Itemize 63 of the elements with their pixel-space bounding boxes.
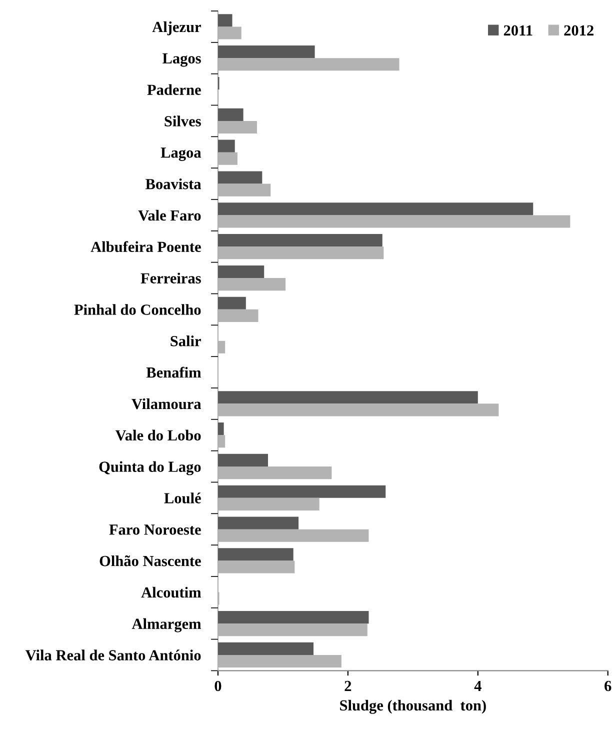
x-tick-label: 2: [344, 680, 352, 692]
y-tick-label: Albufeira Poente: [90, 241, 201, 252]
y-tick-label: Pinhal do Concelho: [74, 304, 201, 315]
bar: [218, 422, 224, 436]
y-tick-label: Lagos: [162, 53, 201, 67]
bar: [218, 265, 264, 278]
y-tick-label: Paderne: [147, 84, 201, 95]
y-tick-label: Loulé: [164, 492, 201, 504]
bar: [218, 309, 258, 322]
bar: [218, 454, 268, 466]
bar: [218, 624, 368, 636]
bar: [218, 404, 499, 416]
bar: [218, 215, 570, 228]
bar: [218, 202, 534, 216]
y-tick-label: Ferreiras: [140, 272, 201, 284]
x-tick-label: 6: [604, 680, 612, 692]
bar: [218, 466, 332, 480]
bar: [218, 654, 342, 668]
x-axis-title: Sludge (thousand ton): [340, 700, 486, 714]
bar: [218, 184, 271, 196]
bar: [218, 120, 257, 134]
legend-label: 2012: [564, 25, 594, 36]
bar: [218, 296, 246, 310]
bar: [218, 234, 382, 247]
y-tick-label: Benafim: [146, 366, 202, 378]
bar: [218, 391, 478, 404]
bar: [218, 171, 262, 184]
bar: [218, 529, 369, 542]
y-tick-label: Faro Noroeste: [109, 524, 201, 535]
bar: [218, 26, 242, 40]
bar: [218, 140, 235, 152]
y-tick-label: Vale do Lobo: [115, 430, 201, 441]
y-tick-label: Vila Real de Santo António: [25, 650, 201, 661]
y-tick-label: Olhão Nascente: [100, 555, 201, 566]
y-tick-label: Salir: [170, 336, 201, 346]
bar: [218, 560, 295, 574]
bar: [218, 548, 294, 561]
y-tick-label: Quinta do Lago: [99, 461, 201, 476]
bar: [218, 46, 315, 58]
x-tick-label: 4: [474, 680, 482, 692]
bar: [218, 108, 244, 121]
y-tick-label: Vilamoura: [132, 398, 202, 410]
y-tick-label: Vale Faro: [138, 210, 201, 221]
y-tick-label: Alcoutim: [141, 586, 202, 598]
bar: [218, 516, 299, 530]
bar: [218, 58, 400, 71]
y-tick-label: Silves: [164, 116, 201, 126]
bar: [218, 278, 286, 291]
bar: [218, 246, 384, 260]
bar: [218, 611, 369, 624]
bar: [218, 14, 232, 27]
y-tick-label: Lagoa: [160, 148, 202, 161]
y-tick-label: Almargem: [132, 618, 202, 632]
bar: [218, 485, 386, 498]
y-tick-label: Aljezur: [152, 21, 201, 36]
x-tick-label: 0: [214, 680, 222, 692]
bar: [218, 340, 226, 354]
bar: [218, 435, 226, 448]
y-tick-label: Boavista: [146, 178, 202, 190]
bar: [218, 152, 238, 165]
legend-label: 2011: [504, 25, 532, 36]
bar: [218, 498, 320, 510]
bar: [218, 642, 314, 655]
